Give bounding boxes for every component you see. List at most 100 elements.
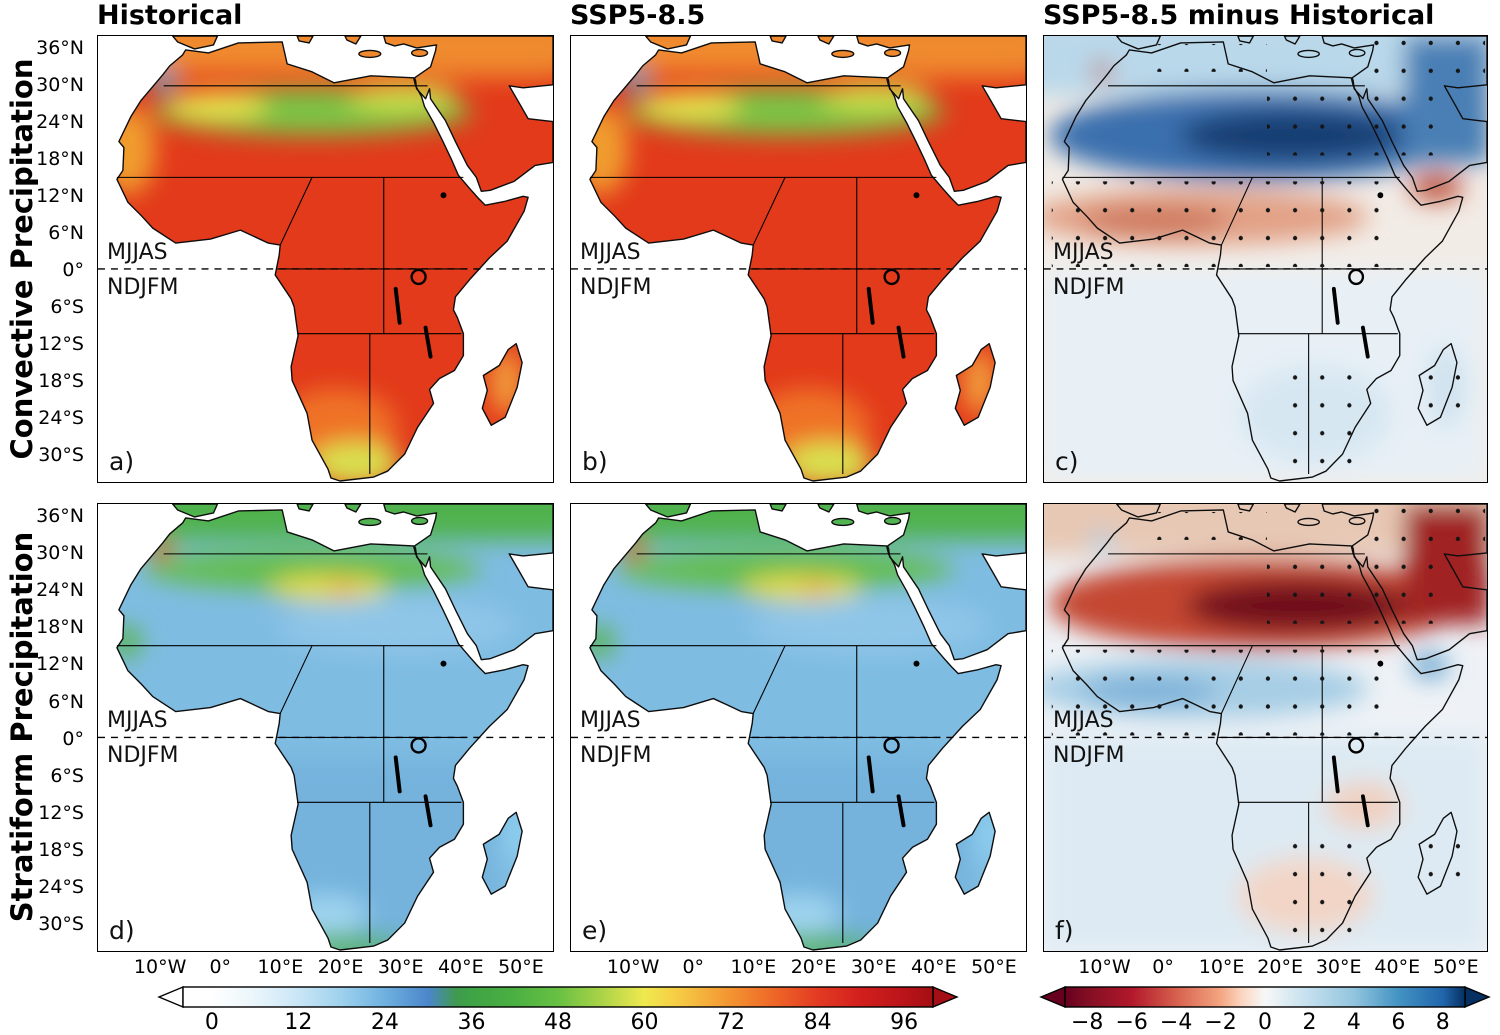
lat-tick-label: 30°S xyxy=(38,444,84,467)
lon-tick-label: 10°W xyxy=(1078,956,1131,978)
map-panel-a-convective-historical: MJJAS NDJFM a) xyxy=(97,35,554,483)
map-panel-b-convective-ssp585: MJJAS NDJFM b) xyxy=(570,35,1027,483)
lat-tick-label: 0° xyxy=(62,259,84,282)
colorbar-tick-label: 60 xyxy=(630,1010,659,1035)
lat-tick-label: 12°S xyxy=(38,333,84,356)
lat-tick-label: 12°N xyxy=(36,185,84,208)
colorbar-tick-label: 0 xyxy=(1258,1010,1272,1035)
colorbar-tick-label: 12 xyxy=(284,1010,313,1035)
season-label-ndjfm: NDJFM xyxy=(107,275,179,300)
lat-tick-label: 24°S xyxy=(38,876,84,899)
map-panel-e-stratiform-ssp585: MJJAS NDJFM e) xyxy=(570,503,1027,952)
panel-letter-b: b) xyxy=(582,447,608,476)
lat-tick-label: 36°N xyxy=(36,504,84,527)
colorbar-precipitation: 0 12 24 36 48 60 72 84 96 xyxy=(157,984,959,1035)
season-label-ndjfm: NDJFM xyxy=(1053,275,1125,300)
lon-tick-label: 10°E xyxy=(257,956,304,978)
season-label-mjjas: MJJAS xyxy=(107,708,168,733)
lat-tick-label: 36°N xyxy=(36,36,84,59)
lon-tick-label: 30°E xyxy=(1315,956,1362,978)
longitude-axis-col1: 10°W 0° 10°E 20°E 30°E 40°E 50°E xyxy=(97,956,554,984)
lat-tick-label: 6°S xyxy=(50,764,84,787)
lon-tick-label: 30°E xyxy=(377,956,424,978)
colorbar-tick-label: 0 xyxy=(204,1010,219,1035)
lon-tick-label: 20°E xyxy=(317,956,364,978)
colorbar-difference-gradient xyxy=(1039,985,1491,1009)
colorbar-tick-label: 8 xyxy=(1435,1010,1450,1035)
lat-tick-label: 24°N xyxy=(36,111,84,133)
panel-letter-a: a) xyxy=(109,447,135,476)
lon-tick-label: 10°E xyxy=(1198,956,1245,978)
panel-letter-d: d) xyxy=(109,916,135,945)
lon-tick-label: 20°E xyxy=(790,956,837,978)
longitude-axis-col2: 10°W 0° 10°E 20°E 30°E 40°E 50°E xyxy=(570,956,1027,984)
colorbar-tick-label: −6 xyxy=(1115,1010,1148,1035)
lon-tick-label: 0° xyxy=(682,956,705,978)
season-label-mjjas: MJJAS xyxy=(1053,240,1114,265)
colorbar-tick-label: −2 xyxy=(1204,1010,1237,1035)
lat-tick-label: 18°N xyxy=(36,616,84,639)
season-label-ndjfm: NDJFM xyxy=(580,743,652,768)
lon-tick-label: 30°E xyxy=(850,956,897,978)
map-panel-f-stratiform-difference: MJJAS NDJFM f) xyxy=(1043,503,1488,952)
column-title-historical: Historical xyxy=(97,0,243,31)
lat-tick-label: 24°N xyxy=(36,579,84,602)
latitude-axis-row1: 36°N 30°N 24°N 18°N 12°N 6°N 0° 6°S 12°S 18°S 24°S… xyxy=(0,35,90,483)
colorbar-tick-label: 24 xyxy=(370,1010,399,1035)
season-label-mjjas: MJJAS xyxy=(1053,708,1114,733)
colorbar-tick-label: 48 xyxy=(544,1010,572,1035)
lon-tick-label: 0° xyxy=(1152,956,1174,978)
season-label-ndjfm: NDJFM xyxy=(107,743,179,768)
lat-tick-label: 18°N xyxy=(36,148,84,171)
lon-tick-label: 40°E xyxy=(1374,956,1421,978)
column-title-ssp585-minus-historical: SSP5-8.5 minus Historical xyxy=(1043,0,1435,31)
colorbar-tick-label: 6 xyxy=(1391,1010,1406,1035)
panel-letter-f: f) xyxy=(1055,916,1074,945)
lat-tick-label: 0° xyxy=(62,727,84,750)
lon-tick-label: 10°W xyxy=(133,956,187,978)
colorbar-tick-label: 4 xyxy=(1346,1010,1361,1035)
latitude-axis-row2: 36°N 30°N 24°N 18°N 12°N 6°N 0° 6°S 12°S 18°S 24°S… xyxy=(0,503,90,952)
season-label-ndjfm: NDJFM xyxy=(1053,743,1125,768)
lat-tick-label: 6°N xyxy=(48,222,84,245)
lat-tick-label: 6°N xyxy=(48,690,84,713)
lon-tick-label: 0° xyxy=(209,956,232,978)
column-title-ssp585: SSP5-8.5 xyxy=(570,0,706,31)
map-panel-c-convective-difference: MJJAS NDJFM c) xyxy=(1043,35,1488,483)
map-panel-d-stratiform-historical: MJJAS NDJFM d) xyxy=(97,503,554,952)
lat-tick-label: 30°N xyxy=(36,542,84,565)
lon-tick-label: 10°E xyxy=(730,956,777,978)
lat-tick-label: 24°S xyxy=(38,407,84,430)
lon-tick-label: 20°E xyxy=(1257,956,1303,978)
colorbar-tick-label: −8 xyxy=(1071,1010,1104,1035)
colorbar-tick-label: 36 xyxy=(457,1010,486,1035)
lon-tick-label: 40°E xyxy=(437,956,484,978)
lat-tick-label: 18°S xyxy=(38,838,84,861)
lat-tick-label: 30°N xyxy=(36,73,84,96)
colorbar-tick-label: 96 xyxy=(890,1010,919,1035)
panel-letter-e: e) xyxy=(582,916,608,945)
panel-letter-c: c) xyxy=(1055,447,1079,476)
season-label-mjjas: MJJAS xyxy=(580,708,641,733)
lon-tick-label: 50°E xyxy=(971,956,1017,978)
lon-tick-label: 50°E xyxy=(498,956,544,978)
colorbar-tick-label: −4 xyxy=(1159,1010,1193,1035)
season-label-ndjfm: NDJFM xyxy=(580,275,652,300)
lat-tick-label: 30°S xyxy=(38,913,84,936)
lon-tick-label: 10°W xyxy=(606,956,660,978)
colorbar-tick-label: 84 xyxy=(803,1010,832,1035)
colorbar-precipitation-gradient xyxy=(157,985,959,1009)
lat-tick-label: 12°N xyxy=(36,653,84,676)
lon-tick-label: 40°E xyxy=(910,956,957,978)
lat-tick-label: 18°S xyxy=(38,370,84,393)
colorbar-tick-label: 72 xyxy=(717,1010,746,1035)
lat-tick-label: 6°S xyxy=(50,296,84,319)
lon-tick-label: 50°E xyxy=(1432,956,1479,978)
season-label-mjjas: MJJAS xyxy=(107,240,168,265)
lat-tick-label: 12°S xyxy=(38,801,84,824)
colorbar-difference: −8 −6 −4 −2 0 2 4 6 8 xyxy=(1039,984,1491,1035)
season-label-mjjas: MJJAS xyxy=(580,240,641,265)
colorbar-tick-label: 2 xyxy=(1302,1010,1317,1035)
longitude-axis-col3: 10°W 0° 10°E 20°E 30°E 40°E 50°E xyxy=(1043,956,1488,984)
